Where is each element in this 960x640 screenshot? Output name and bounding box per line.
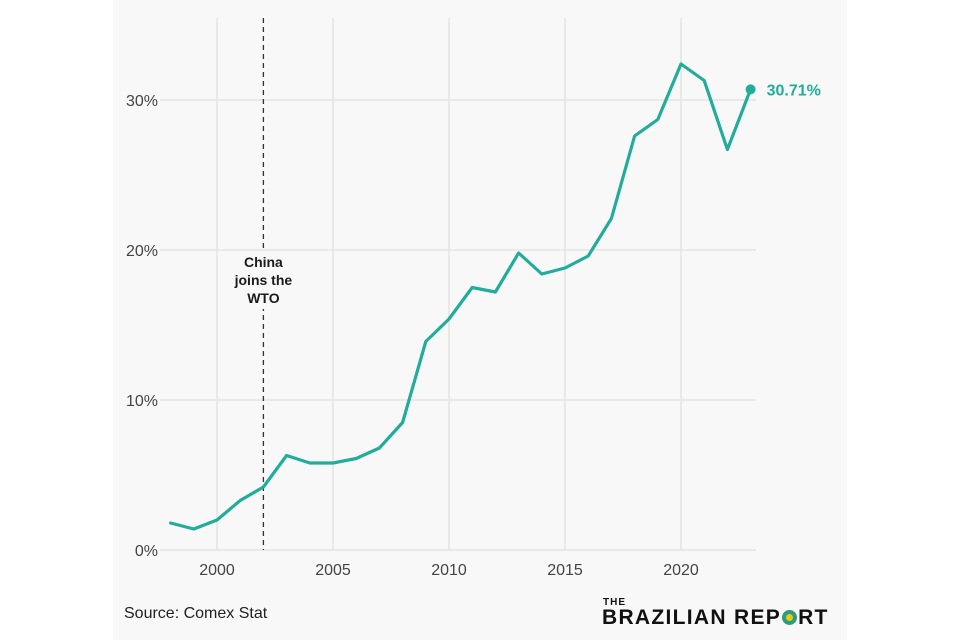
source-note: Source: Comex Stat (124, 605, 268, 622)
brazil-flag-icon (782, 610, 798, 625)
logo-wordmark: BRAZILIAN REP RT (602, 606, 829, 630)
x-tick-label: 2010 (431, 562, 467, 579)
x-tick-label: 2015 (547, 562, 583, 579)
chart-panel (113, 0, 847, 640)
y-tick-label: 0% (135, 543, 158, 560)
annotation-text: China (244, 254, 283, 270)
x-tick-label: 2000 (199, 562, 235, 579)
y-tick-label: 20% (126, 243, 158, 260)
series-line (169, 62, 753, 531)
logo-word-2: RT (798, 606, 829, 629)
x-tick-label: 2020 (663, 562, 699, 579)
annotation-background (223, 251, 304, 309)
brand-logo: THE BRAZILIAN REP RT (602, 597, 834, 633)
annotation-text: joins the (234, 272, 293, 288)
y-tick-label: 10% (126, 393, 158, 410)
y-tick-label: 30% (126, 93, 158, 110)
logo-the: THE (603, 597, 626, 608)
end-point (745, 84, 756, 95)
logo-word-1: BRAZILIAN REP (602, 606, 782, 629)
annotation-text: WTO (247, 290, 280, 306)
end-value-label: 30.71% (767, 82, 821, 99)
x-tick-label: 2005 (315, 562, 351, 579)
